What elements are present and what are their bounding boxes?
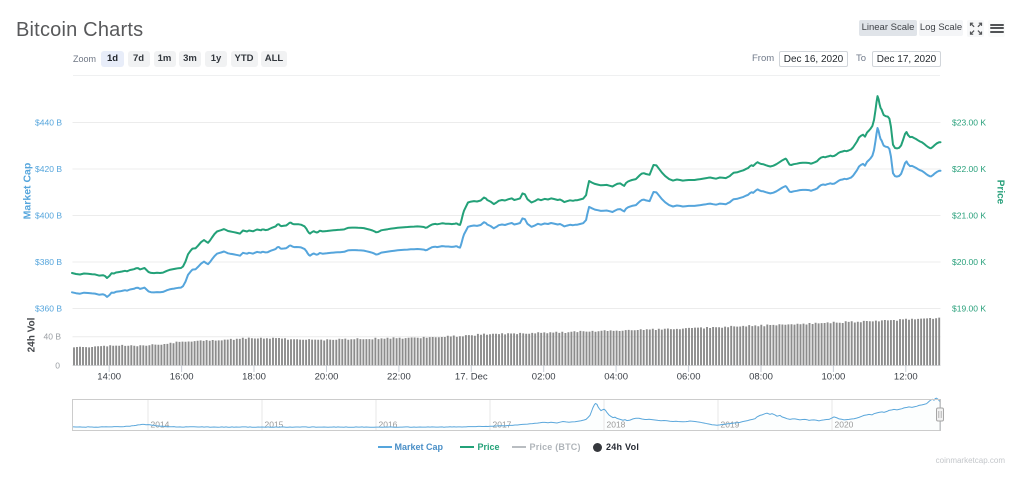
svg-text:$20.00 K: $20.00 K <box>952 257 986 267</box>
svg-text:$360 B: $360 B <box>35 304 62 314</box>
svg-text:14:00: 14:00 <box>97 372 121 383</box>
svg-text:$19.00 K: $19.00 K <box>952 304 986 314</box>
svg-text:18:00: 18:00 <box>242 372 266 383</box>
svg-text:2018: 2018 <box>607 420 626 430</box>
svg-text:$21.00 K: $21.00 K <box>952 211 986 221</box>
svg-text:$22.00 K: $22.00 K <box>952 164 986 174</box>
svg-text:16:00: 16:00 <box>170 372 194 383</box>
svg-text:20:00: 20:00 <box>315 372 339 383</box>
svg-text:Price: Price <box>995 180 1006 205</box>
svg-text:$420 B: $420 B <box>35 164 62 174</box>
svg-text:24h Vol: 24h Vol <box>27 317 38 352</box>
svg-text:2014: 2014 <box>151 420 170 430</box>
svg-text:17. Dec: 17. Dec <box>455 372 488 383</box>
svg-text:$400 B: $400 B <box>35 211 62 221</box>
svg-text:2017: 2017 <box>493 420 512 430</box>
svg-text:2019: 2019 <box>721 420 740 430</box>
svg-text:2020: 2020 <box>835 420 854 430</box>
svg-text:02:00: 02:00 <box>532 372 556 383</box>
svg-text:$440 B: $440 B <box>35 118 62 128</box>
svg-text:$380 B: $380 B <box>35 257 62 267</box>
svg-text:Market Cap: Market Cap <box>22 163 34 220</box>
svg-text:10:00: 10:00 <box>822 372 846 383</box>
svg-text:0: 0 <box>55 360 60 370</box>
svg-text:40 B: 40 B <box>44 332 62 342</box>
svg-text:22:00: 22:00 <box>387 372 411 383</box>
svg-text:2016: 2016 <box>379 420 398 430</box>
svg-text:$23.00 K: $23.00 K <box>952 118 986 128</box>
svg-text:08:00: 08:00 <box>749 372 773 383</box>
svg-text:06:00: 06:00 <box>677 372 701 383</box>
svg-text:2015: 2015 <box>265 420 284 430</box>
svg-text:04:00: 04:00 <box>604 372 628 383</box>
svg-text:12:00: 12:00 <box>894 372 918 383</box>
